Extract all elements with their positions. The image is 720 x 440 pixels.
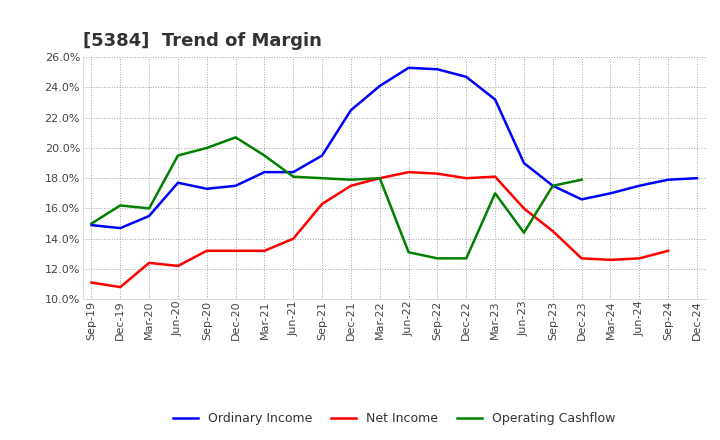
Ordinary Income	[87, 223, 96, 228]
Net Income	[116, 285, 125, 290]
Operating Cashflow	[202, 145, 211, 150]
Ordinary Income	[231, 183, 240, 188]
Operating Cashflow	[405, 249, 413, 255]
Operating Cashflow	[549, 183, 557, 188]
Net Income	[549, 228, 557, 234]
Ordinary Income	[289, 169, 297, 175]
Net Income	[174, 263, 182, 268]
Operating Cashflow	[289, 174, 297, 180]
Ordinary Income	[202, 186, 211, 191]
Operating Cashflow	[520, 230, 528, 235]
Ordinary Income	[346, 107, 355, 113]
Net Income	[606, 257, 615, 263]
Line: Net Income: Net Income	[91, 172, 668, 287]
Line: Operating Cashflow: Operating Cashflow	[91, 137, 582, 258]
Operating Cashflow	[462, 256, 471, 261]
Operating Cashflow	[318, 176, 326, 181]
Net Income	[405, 169, 413, 175]
Net Income	[635, 256, 644, 261]
Ordinary Income	[318, 153, 326, 158]
Ordinary Income	[549, 183, 557, 188]
Net Income	[462, 176, 471, 181]
Net Income	[491, 174, 500, 180]
Net Income	[433, 171, 442, 176]
Ordinary Income	[635, 183, 644, 188]
Legend: Ordinary Income, Net Income, Operating Cashflow: Ordinary Income, Net Income, Operating C…	[168, 407, 621, 430]
Ordinary Income	[462, 74, 471, 80]
Ordinary Income	[260, 169, 269, 175]
Net Income	[318, 201, 326, 206]
Operating Cashflow	[346, 177, 355, 182]
Net Income	[202, 248, 211, 253]
Ordinary Income	[491, 97, 500, 102]
Operating Cashflow	[260, 153, 269, 158]
Ordinary Income	[375, 83, 384, 88]
Net Income	[145, 260, 153, 266]
Net Income	[664, 248, 672, 253]
Net Income	[289, 236, 297, 241]
Ordinary Income	[405, 65, 413, 70]
Net Income	[231, 248, 240, 253]
Net Income	[375, 176, 384, 181]
Operating Cashflow	[433, 256, 442, 261]
Operating Cashflow	[116, 203, 125, 208]
Text: [5384]  Trend of Margin: [5384] Trend of Margin	[83, 32, 322, 50]
Ordinary Income	[577, 197, 586, 202]
Ordinary Income	[433, 66, 442, 72]
Ordinary Income	[664, 177, 672, 182]
Ordinary Income	[116, 225, 125, 231]
Operating Cashflow	[145, 206, 153, 211]
Operating Cashflow	[231, 135, 240, 140]
Ordinary Income	[145, 213, 153, 219]
Operating Cashflow	[87, 221, 96, 226]
Operating Cashflow	[491, 191, 500, 196]
Net Income	[520, 206, 528, 211]
Operating Cashflow	[577, 177, 586, 182]
Net Income	[577, 256, 586, 261]
Ordinary Income	[693, 176, 701, 181]
Operating Cashflow	[375, 176, 384, 181]
Operating Cashflow	[174, 153, 182, 158]
Line: Ordinary Income: Ordinary Income	[91, 68, 697, 228]
Ordinary Income	[174, 180, 182, 185]
Net Income	[87, 280, 96, 285]
Net Income	[260, 248, 269, 253]
Net Income	[346, 183, 355, 188]
Ordinary Income	[520, 161, 528, 166]
Ordinary Income	[606, 191, 615, 196]
